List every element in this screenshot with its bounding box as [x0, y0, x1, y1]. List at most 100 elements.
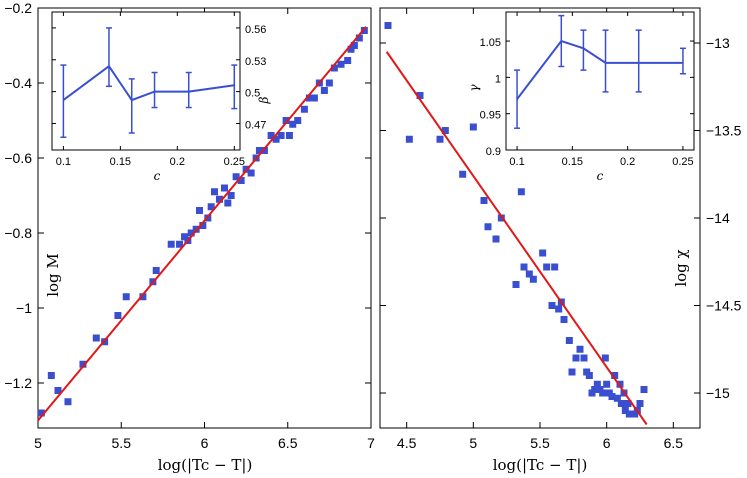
right-x-axis-label: log(|Tc − T|) — [493, 456, 588, 474]
left-data-point — [330, 64, 338, 72]
left-data-point — [210, 188, 218, 196]
left-data-point — [227, 192, 235, 199]
right-data-point — [469, 123, 477, 131]
left-inset-plot-frame — [51, 11, 241, 151]
left-data-point — [152, 267, 160, 274]
right-x-tick-label: 6.5 — [664, 435, 684, 451]
left-data-point — [360, 27, 368, 34]
left-y-tick-label: −0.6 — [4, 150, 32, 166]
left-data-point — [260, 147, 268, 154]
right-y-tick-label: −14.5 — [706, 298, 742, 314]
right-data-point — [543, 263, 551, 271]
left-data-point — [207, 203, 215, 211]
right-data-point — [517, 188, 525, 196]
left-data-point — [267, 132, 275, 139]
left-inset-x-tick-label: 0.1 — [56, 156, 71, 168]
right-inset-x-tick-label: 0.1 — [509, 156, 524, 168]
right-x-tick-label: 6 — [603, 435, 611, 451]
right-data-point — [497, 214, 505, 222]
left-inset-y-tick-label: 0.5 — [245, 88, 260, 100]
left-data-point — [325, 79, 333, 87]
left-data-point — [224, 199, 232, 207]
right-data-point — [624, 400, 632, 407]
left-data-point — [92, 334, 100, 342]
left-data-point — [122, 293, 130, 301]
right-data-point — [405, 135, 413, 143]
left-data-point — [350, 42, 358, 49]
left-x-axis-label: log(|Tc − T|) — [158, 456, 253, 474]
left-data-point — [285, 132, 293, 139]
right-inset: 0.1 0.15 0.2 0.25 0.9 0.95 1 1.05 — [480, 11, 695, 168]
right-x-tick-label: 5 — [469, 435, 477, 451]
right-data-point — [617, 400, 625, 407]
right-data-point — [480, 197, 488, 204]
left-y-tick-label: −0.8 — [4, 225, 32, 241]
left-y-tick-label: −0.4 — [4, 75, 32, 91]
right-data-point — [640, 386, 648, 393]
right-data-point — [608, 393, 616, 400]
right-data-point — [548, 302, 556, 309]
right-data-point — [580, 354, 588, 362]
left-data-point — [139, 293, 147, 301]
left-data-point — [282, 117, 290, 124]
right-data-point — [555, 305, 563, 313]
left-x-tick-label: 7 — [367, 435, 375, 451]
left-data-point — [187, 229, 195, 237]
left-x-tick-label: 5.5 — [112, 435, 132, 451]
left-panel: 0.1 0.15 0.2 0.25 0.47 0.5 0.53 0.56 log(|Tc − T… — [4, 0, 375, 474]
left-data-point — [300, 105, 308, 113]
right-y-tick-label: −13.5 — [706, 123, 742, 139]
right-inset-x-tick-label: 0.2 — [620, 156, 635, 168]
left-data-point — [294, 117, 302, 124]
right-data-point — [525, 270, 533, 278]
right-inset-y-tick-label: 1.05 — [480, 37, 501, 49]
left-data-point — [199, 222, 207, 229]
left-data-point — [237, 177, 245, 184]
left-data-point — [320, 87, 328, 94]
right-data-point — [512, 281, 520, 288]
left-data-point — [220, 184, 228, 192]
right-data-point — [560, 316, 568, 323]
left-data-point — [355, 34, 363, 42]
right-inset-y-tick-label: 1 — [495, 73, 501, 85]
right-data-point — [568, 368, 576, 376]
left-data-point — [310, 94, 318, 102]
left-y-tick-label: −0.2 — [4, 0, 32, 16]
left-y-tick-label: −1.2 — [4, 375, 32, 391]
right-inset-line — [516, 39, 683, 100]
left-data-point — [337, 60, 345, 68]
left-data-point — [79, 360, 87, 368]
left-data-point — [176, 240, 184, 248]
right-panel: 0.1 0.15 0.2 0.25 0.9 0.95 1 1.05 log(|Tc − T|) l… — [379, 7, 742, 474]
left-inset: 0.1 0.15 0.2 0.25 0.47 0.5 0.53 0.56 — [51, 11, 266, 168]
left-inset-x-tick-label: 0.25 — [224, 156, 245, 168]
right-y-axis-label: log χ — [672, 249, 690, 286]
left-data-point — [47, 372, 55, 379]
right-inset-plot-frame — [505, 11, 695, 151]
right-data-point — [529, 275, 537, 283]
right-fit-line — [385, 51, 648, 426]
right-inset-x-label: c — [597, 169, 604, 183]
left-x-tick-label: 6 — [201, 435, 209, 451]
left-data-point — [181, 233, 189, 241]
right-data-point — [585, 372, 593, 379]
left-data-point — [64, 398, 72, 406]
right-data-point — [484, 223, 492, 231]
right-data-point — [591, 386, 599, 393]
right-inset-y-tick-label: 0.9 — [486, 146, 501, 158]
left-inset-y-tick-label: 0.56 — [245, 24, 266, 36]
left-data-point — [54, 387, 62, 394]
left-y-tick-label: −1 — [16, 300, 32, 316]
right-data-point — [539, 249, 547, 257]
right-data-point — [492, 235, 500, 243]
right-data-point — [601, 354, 609, 362]
right-data-point — [603, 380, 611, 388]
right-data-point — [441, 127, 449, 134]
left-inset-y-tick-label: 0.47 — [245, 119, 266, 131]
left-inset-line — [62, 64, 235, 102]
left-fit-line — [37, 26, 367, 422]
left-data-point — [232, 173, 240, 181]
left-x-tick-label: 5 — [34, 435, 42, 451]
left-data-point — [37, 409, 45, 417]
right-data-point — [436, 135, 444, 143]
